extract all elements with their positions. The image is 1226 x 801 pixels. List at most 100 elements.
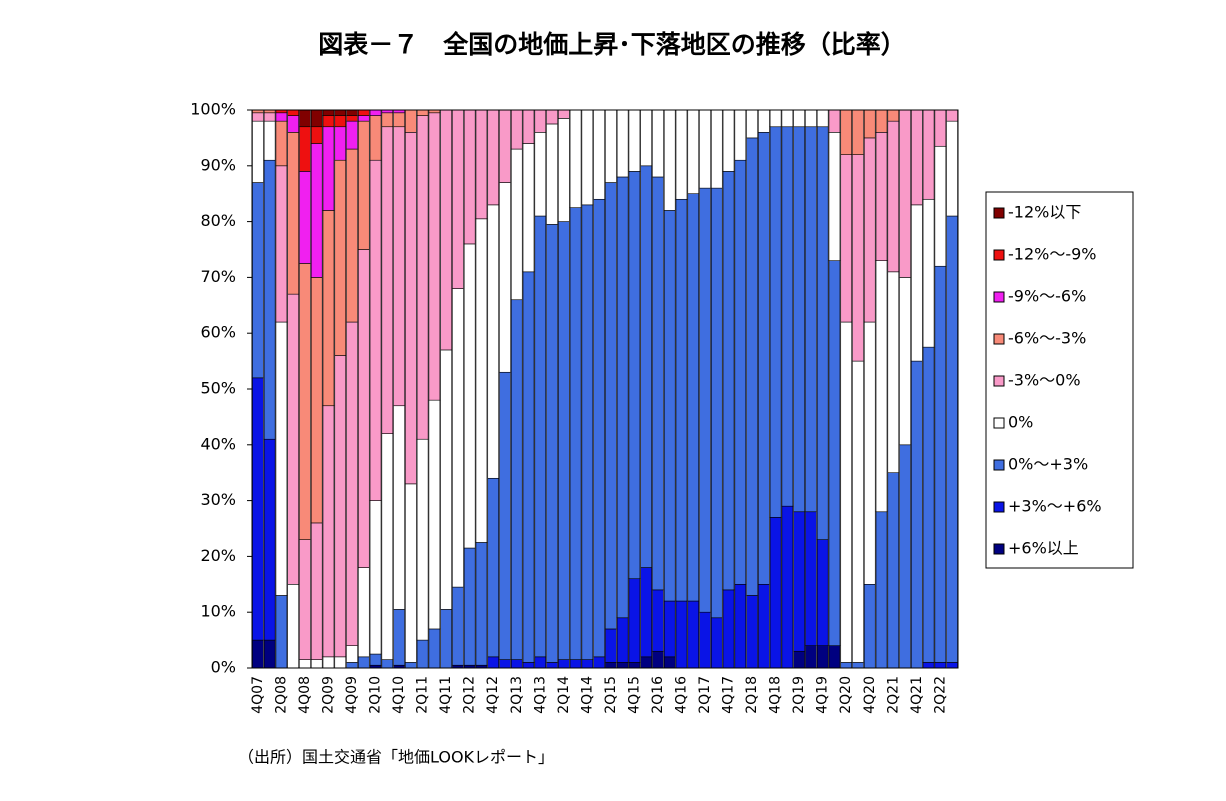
bar-segment [263,639,276,669]
bar-segment [534,132,547,217]
bar-segment [263,438,276,641]
bar-segment [840,321,853,663]
bar-segment [357,656,370,669]
bar-segment [616,662,629,669]
legend-swatch [993,207,1005,219]
bar-segment [393,126,405,407]
bar-segment [734,159,747,585]
bar-segment [722,171,735,591]
legend-label: -12%以下 [1008,203,1081,222]
x-tick-label: 2Q11 [415,676,431,714]
bar-segment [687,109,700,194]
bar-segment [675,600,688,669]
bar-segment [946,120,958,217]
bar-segment [875,260,888,513]
bar-segment [628,578,641,663]
bar-segment [946,109,958,122]
bar-segment [581,109,594,206]
bar-segment [357,249,370,568]
bar-segment [852,662,864,669]
legend-swatch [993,333,1005,345]
bar-segment [405,109,417,133]
bar-segment [852,360,864,663]
bar-segment [628,662,641,669]
bar-segment [287,109,299,116]
bar-segment [310,109,323,128]
bar-segment [275,595,288,669]
bar-segment [381,433,394,660]
bar-segment [534,656,547,669]
bar-segment [369,159,382,501]
bar-segment [275,120,288,167]
bar-segment [405,662,417,669]
bar-segment [605,109,617,183]
bar-segment [322,109,335,116]
bar-segment [510,659,523,669]
y-tick-label: 60% [200,323,236,342]
bar-segment [369,115,382,161]
bar-segment [652,109,664,178]
bar-segment [581,204,594,660]
bar-segment [934,662,947,669]
bar-segment [263,159,276,440]
bar-segment [887,472,900,669]
x-tick-label: 2Q12 [462,676,478,714]
bar-segment [381,112,394,128]
x-tick-label: 4Q12 [485,676,501,714]
bar-segment [334,115,347,128]
bar-segment [640,567,652,658]
bar-segment [463,547,476,666]
bar-segment [675,198,688,602]
bar-segment [922,346,935,663]
bar-segment [722,589,735,669]
bar-segment [346,662,358,669]
bar-segment [428,399,441,630]
bar-segment [793,650,805,669]
bar-segment [310,659,323,669]
bar-segment [369,109,382,116]
bar-segment [816,539,829,646]
bar-segment [452,586,464,666]
bar-segment [263,120,276,161]
y-tick-label: 0% [211,658,236,677]
bar-segment [734,583,747,669]
x-tick-label: 4Q07 [250,676,266,714]
x-tick-label: 2Q08 [273,676,289,714]
bar-segment [616,617,629,663]
bar-segment [816,645,829,669]
bar-segment [381,126,394,434]
chart-title: 図表－７ 全国の地価上昇･下落地区の推移（比率） [318,30,906,59]
bar-segment [346,148,358,323]
legend-swatch [993,543,1005,555]
bar-segment [252,182,264,379]
bar-segment [322,115,335,128]
bar-segment [546,662,558,669]
bar-segment [722,109,735,172]
bar-segment [287,583,299,669]
bar-segment [322,210,335,407]
bar-segment [687,193,700,602]
bar-segment [299,659,311,669]
bar-segment [322,126,335,211]
bar-segment [393,609,405,666]
bar-segment [299,171,311,264]
x-tick-label: 4Q20 [862,676,878,714]
bar-segment [275,112,288,122]
bar-segment [510,109,523,150]
bar-segment [416,639,429,669]
bar-segment [499,659,511,669]
bar-segment [287,132,299,295]
legend-label: +3%～+6% [1008,497,1102,516]
x-tick-label: 2Q17 [697,676,713,714]
x-tick-label: 4Q11 [438,676,454,714]
legend-swatch [993,459,1005,471]
y-tick-label: 70% [200,267,236,286]
bar-segment [558,109,570,119]
x-tick-label: 2Q09 [320,676,336,714]
bar-segment [781,109,794,128]
bar-segment [334,159,347,356]
bar-segment [487,109,500,206]
bar-segment [699,109,711,189]
bar-segment [558,221,570,660]
